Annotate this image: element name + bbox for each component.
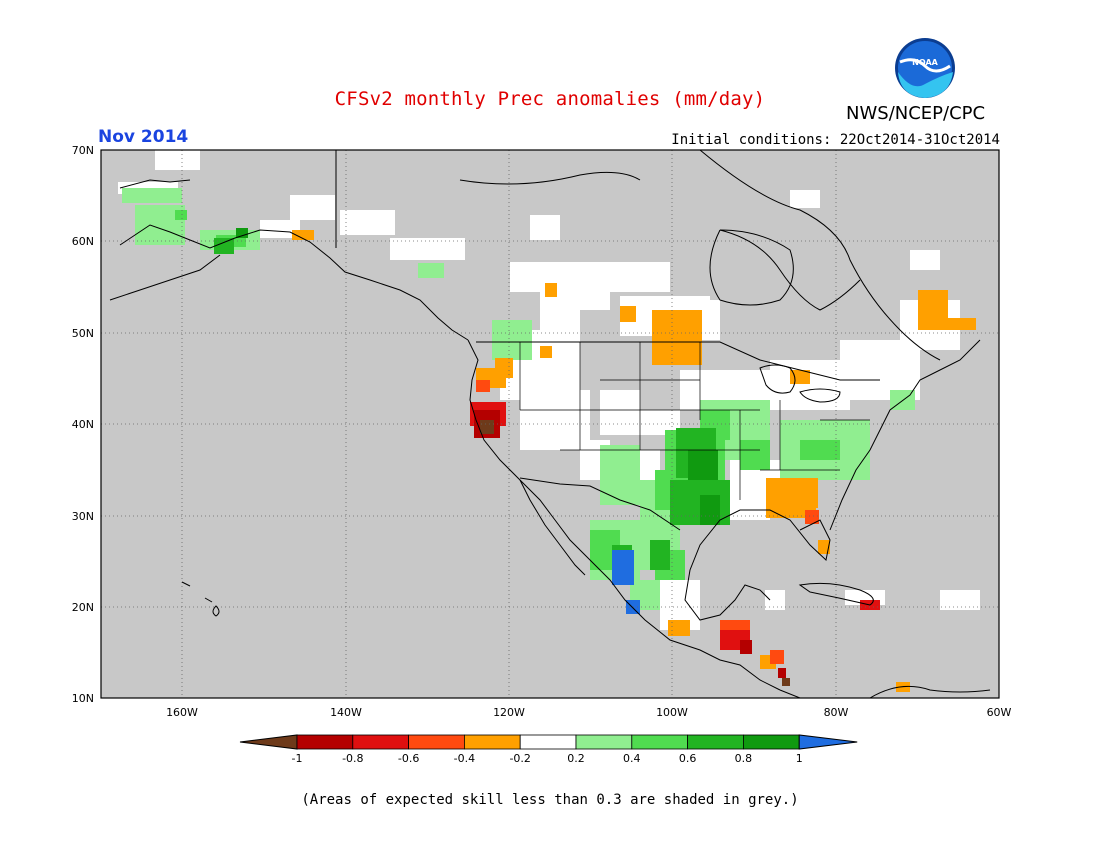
colorbar-segment [687, 734, 744, 750]
colorbar-under-triangle [239, 734, 298, 750]
noaa-logo: NOAA [895, 38, 955, 98]
lon-tick: 100W [656, 706, 688, 719]
lon-axis: 160W 140W 120W 100W 80W 60W [166, 706, 1011, 719]
coastlines [109, 150, 991, 698]
lon-tick: 120W [493, 706, 525, 719]
colorbar-label: 1 [796, 752, 803, 765]
lat-axis: 70N 60N 50N 40N 30N 20N 10N [72, 144, 94, 705]
colorbar-label: 0.6 [679, 752, 697, 765]
map-frame [100, 149, 1000, 699]
footnote: (Areas of expected skill less than 0.3 a… [301, 792, 799, 808]
colorbar-segment [296, 734, 354, 750]
initial-conditions-label: Initial conditions: 22Oct2014-31Oct2014 [671, 132, 1000, 148]
lat-tick: 50N [72, 327, 94, 340]
colorbar-label: 0.8 [735, 752, 753, 765]
colorbar-segment [575, 734, 633, 750]
colorbar-label: -0.2 [509, 752, 530, 765]
colorbar-label: -0.8 [342, 752, 363, 765]
colorbar-label: -0.6 [398, 752, 419, 765]
colorbar-over-triangle [798, 734, 858, 750]
lat-tick: 70N [72, 144, 94, 157]
lat-tick: 10N [72, 692, 94, 705]
colorbar-segment [463, 734, 521, 750]
lon-tick: 160W [166, 706, 198, 719]
lat-tick: 30N [72, 510, 94, 523]
colorbar-label: -1 [292, 752, 303, 765]
positive-anomaly-above-1 [612, 550, 640, 614]
month-label: Nov 2014 [98, 127, 189, 147]
lat-tick: 60N [72, 235, 94, 248]
colorbar-segment [631, 734, 688, 750]
lat-tick: 40N [72, 418, 94, 431]
colorbar-segment [352, 734, 409, 750]
lon-tick: 140W [330, 706, 362, 719]
colorbar-segment [743, 734, 800, 750]
gridlines [101, 150, 999, 698]
colorbar-label: 0.2 [567, 752, 585, 765]
anomaly-field [118, 150, 980, 692]
colorbar-label: -0.4 [454, 752, 475, 765]
colorbar-label: 0.4 [623, 752, 641, 765]
lon-tick: 60W [987, 706, 1012, 719]
colorbar: -1 -0.8 -0.6 -0.4 -0.2 0.2 0.4 0.6 0.8 1 [239, 734, 858, 765]
page-title: CFSv2 monthly Prec anomalies (mm/day) [334, 88, 766, 110]
positive-anomaly-0.8-1 [236, 228, 720, 525]
lat-tick: 20N [72, 601, 94, 614]
noaa-logo-text: NOAA [912, 58, 938, 67]
org-label: NWS/NCEP/CPC [846, 103, 986, 124]
colorbar-segment [408, 734, 465, 750]
colorbar-segment [519, 734, 577, 750]
lon-tick: 80W [824, 706, 849, 719]
